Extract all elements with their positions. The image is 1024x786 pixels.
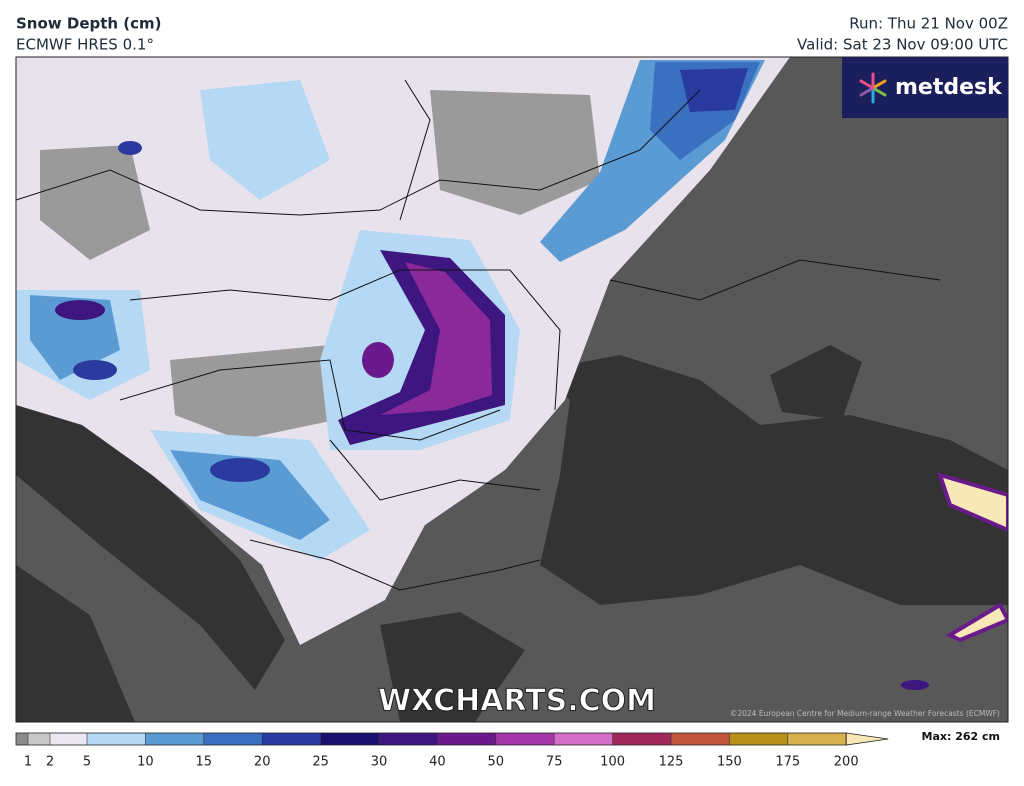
adriatic-sea (16, 385, 285, 690)
legend-tick-label: 150 (717, 755, 742, 770)
tyrrhenian-sea (16, 565, 135, 722)
legend-swatch (320, 733, 379, 745)
legend-swatch (437, 733, 496, 745)
legend-tick-label: 200 (834, 755, 859, 770)
run-time: Run: Thu 21 Nov 00Z (849, 15, 1008, 33)
legend-tick-label: 100 (600, 755, 625, 770)
legend-swatch (262, 733, 321, 745)
valid-time: Valid: Sat 23 Nov 09:00 UTC (797, 36, 1008, 54)
legend-tick-label: 50 (488, 755, 505, 770)
watermark: WXCHARTS.COM (378, 684, 656, 719)
legend-swatch (495, 733, 555, 745)
legend-swatch (612, 733, 671, 745)
legend-tick-label: 5 (83, 755, 91, 770)
snow-caucasus (936, 472, 1008, 533)
legend-tick-label: 175 (775, 755, 800, 770)
snow-caucasus (945, 602, 1008, 643)
legend-swatch (87, 733, 146, 745)
legend-tick-label: 30 (371, 755, 388, 770)
snow-20-25 (680, 68, 748, 112)
legend: 1 2 5 10 15 20 25 30 40 50 75 100 125 150 175 200 (15, 732, 889, 770)
legend-swatch (203, 733, 263, 745)
snow-30-40 (55, 300, 105, 320)
snow-patchy (170, 345, 335, 440)
legend-tick-label: 40 (429, 755, 446, 770)
snow-50-75 (380, 262, 492, 415)
snow-40-50 (362, 342, 394, 378)
legend-tick-label: 75 (546, 755, 563, 770)
legend-tick-label: 125 (659, 755, 684, 770)
azov-sea (770, 345, 862, 420)
legend-tick-label: 20 (254, 755, 271, 770)
legend-swatch (145, 733, 204, 745)
legend-swatch (379, 733, 438, 745)
aegean-sea (380, 612, 525, 722)
logo-text: metdesk (895, 75, 1003, 100)
snow-20-25 (210, 458, 270, 482)
legend-tick-label: 25 (312, 755, 329, 770)
snow-10-15 (170, 450, 330, 540)
black-sea (540, 355, 1008, 605)
title: Snow Depth (cm) (16, 15, 162, 33)
legend-swatch (554, 733, 613, 745)
snow-patchy (40, 145, 150, 260)
logo-icon (859, 72, 887, 104)
snow-patch (901, 680, 929, 690)
legend-tick-label: 10 (137, 755, 154, 770)
subtitle: ECMWF HRES 0.1° (16, 36, 154, 54)
legend-swatch (729, 733, 788, 745)
credit: ©2024 European Centre for Medium-range W… (730, 709, 1000, 718)
legend-swatch (671, 733, 730, 745)
legend-swatch (28, 733, 50, 745)
snow-5-10 (200, 80, 330, 200)
legend-tick-label: 15 (196, 755, 213, 770)
legend-swatch (16, 733, 28, 745)
max-label: Max: 262 cm (922, 730, 1000, 743)
snow-20-25 (118, 141, 142, 155)
legend-tick-label: 1 (24, 755, 32, 770)
snow-20-25 (73, 360, 117, 380)
borders (16, 79, 941, 591)
legend-arrow (845, 732, 889, 746)
legend-swatch (50, 733, 87, 745)
map-frame (15, 56, 1009, 723)
legend-tick-label: 2 (46, 755, 54, 770)
map: metdesk WXCHARTS.COM ©2024 European Cent… (15, 56, 1009, 723)
legend-swatch (787, 733, 847, 745)
